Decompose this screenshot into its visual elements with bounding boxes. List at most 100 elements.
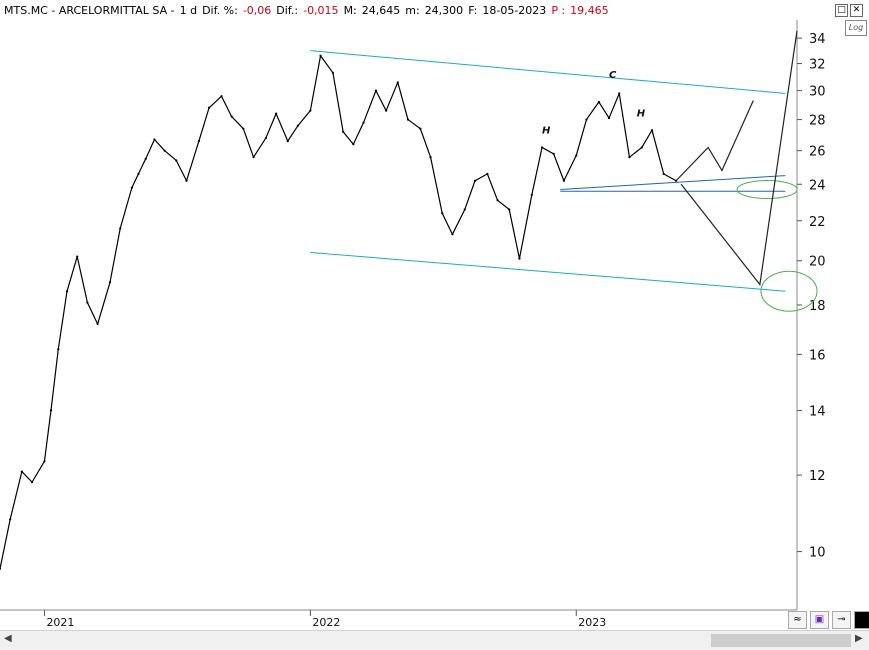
price-point [96,322,99,326]
price-point [640,146,643,149]
price-point [429,156,432,159]
x-tick-label: 2023 [578,616,606,629]
price-point [137,172,140,175]
price-point [331,71,335,74]
window-buttons: □ ✕ [835,4,863,17]
pattern-annotation: H [542,125,551,136]
price-label: P : [551,3,566,17]
symbol-name: MTS.MC - ARCELORMITTAL SA - [4,3,175,17]
neckline-line [560,175,786,191]
channel-lower-line [310,251,786,292]
price-point [419,127,422,130]
price-series-line [0,55,677,569]
price-point [585,118,588,121]
price-point [65,290,69,293]
x-tick-label: 2021 [46,616,74,629]
dif-value: -0,015 [303,3,339,17]
date-value: 18-05-2023 [482,3,547,17]
dif-pct-value: -0,06 [242,3,272,17]
price-point [540,146,544,149]
price-point [508,208,511,211]
y-tick-label: 24 [809,178,826,193]
timeframe: 1 d [179,3,198,17]
y-tick-label: 22 [809,215,826,230]
projection-path-up [675,100,754,182]
price-point [342,130,345,133]
price-point [296,124,300,127]
crosshair-icon[interactable]: ≈ [788,611,807,629]
y-tick-label: 34 [809,32,826,47]
scroll-thumb[interactable] [711,634,851,647]
y-tick-label: 28 [809,114,826,129]
price-point [674,179,678,182]
scroll-left-icon[interactable]: ◀ [4,633,12,644]
y-tick-label: 16 [809,348,826,363]
price-point [597,100,600,104]
price-point [185,179,188,182]
projection-path-swing [680,30,798,286]
price-point [275,112,278,115]
y-tick-label: 30 [809,85,826,100]
x-tick-label: 2022 [312,616,340,629]
price-point [9,518,12,521]
price-point [207,106,211,109]
price-point [496,199,499,202]
price-point [530,193,533,196]
price-point [197,139,200,143]
price-point [552,152,555,156]
price-point [220,95,223,98]
price-point [153,138,156,141]
color-square-icon[interactable]: ■ [854,611,869,629]
price-point [473,179,477,182]
price-point [650,129,654,132]
min-label: m: [405,3,420,17]
price-point [230,115,233,118]
price-point [662,172,665,175]
price-point [130,186,133,189]
dif-label: Dif.: [276,3,299,17]
price-point [119,227,122,230]
y-tick-label: 10 [809,546,826,561]
price-point [0,567,2,570]
y-tick-label: 18 [809,299,826,314]
min-value: 24,300 [424,3,464,17]
horizontal-scrollbar[interactable]: ◀ ▶ [0,630,869,650]
price-point [286,139,289,143]
price-point [607,116,611,120]
price-point [406,118,410,121]
chart-tools: ≈ ▣ ⊸ ■ [788,611,869,629]
max-label: M: [343,3,357,17]
price-point [352,143,355,146]
pin-icon[interactable]: ⊸ [832,611,851,629]
pattern-annotation: H [637,109,646,120]
price-point [618,92,621,95]
y-tick-label: 26 [809,145,826,160]
price-point [441,212,444,215]
scroll-right-icon[interactable]: ▶ [855,633,863,644]
price-point [362,121,365,124]
maximize-icon[interactable]: □ [835,4,848,17]
dif-pct-label: Dif. %: [202,3,238,17]
price-point [628,156,631,159]
y-tick-label: 32 [809,58,826,73]
price-point [86,301,89,304]
price-point [374,89,378,92]
price-point [463,208,466,211]
price-point [451,233,454,236]
price-point [163,149,166,152]
price-point [575,154,578,157]
price-point [264,136,268,140]
price-point [144,157,147,160]
price-point [486,172,489,175]
save-icon[interactable]: ▣ [810,611,829,629]
price-point [319,54,322,57]
close-icon[interactable]: ✕ [850,4,863,17]
price-point [252,156,255,159]
price-point [175,159,178,162]
price-point [242,127,245,130]
price-point [108,281,112,284]
price-point [20,470,23,473]
log-scale-toggle[interactable]: Log [845,20,867,36]
